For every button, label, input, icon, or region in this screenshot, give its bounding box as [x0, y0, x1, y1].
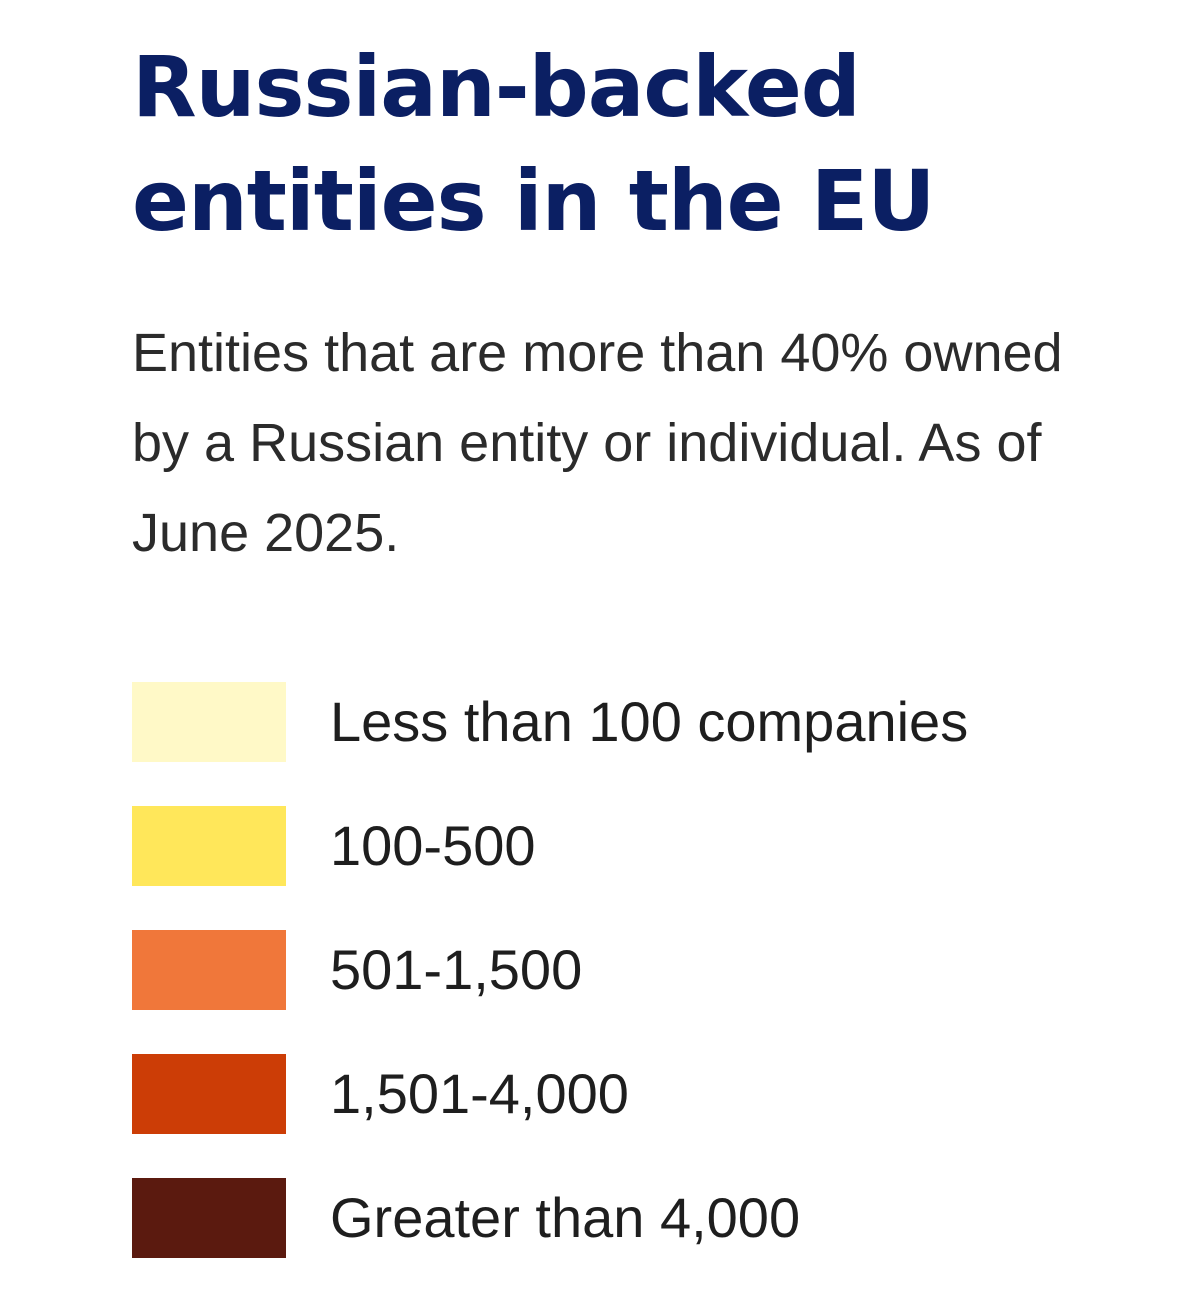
legend-label: 501-1,500: [330, 938, 583, 1001]
map-subtitle: Entities that are more than 40% owned by…: [132, 323, 1063, 563]
legend-swatch: [132, 682, 286, 762]
legend-item-1501-4000: 1,501-4,000: [132, 1054, 1172, 1178]
legend-label: Greater than 4,000: [330, 1186, 801, 1249]
legend-label: 1,501-4,000: [330, 1062, 629, 1125]
legend-item-501-1500: 501-1,500: [132, 930, 1172, 1054]
legend-item-lt-100: Less than 100 companies: [132, 682, 1172, 806]
map-legend-panel: Russian-backed entities in the EU Entiti…: [132, 30, 1172, 578]
legend-swatch: [132, 930, 286, 1010]
legend-label: 100-500: [330, 814, 536, 877]
map-legend: Less than 100 companies 100-500 501-1,50…: [132, 682, 1172, 1302]
legend-item-gt-4000: Greater than 4,000: [132, 1178, 1172, 1302]
map-title: Russian-backed entities in the EU: [132, 38, 935, 250]
legend-label: Less than 100 companies: [330, 690, 969, 753]
legend-swatch: [132, 1054, 286, 1134]
legend-swatch: [132, 806, 286, 886]
legend-swatch: [132, 1178, 286, 1258]
legend-item-100-500: 100-500: [132, 806, 1172, 930]
